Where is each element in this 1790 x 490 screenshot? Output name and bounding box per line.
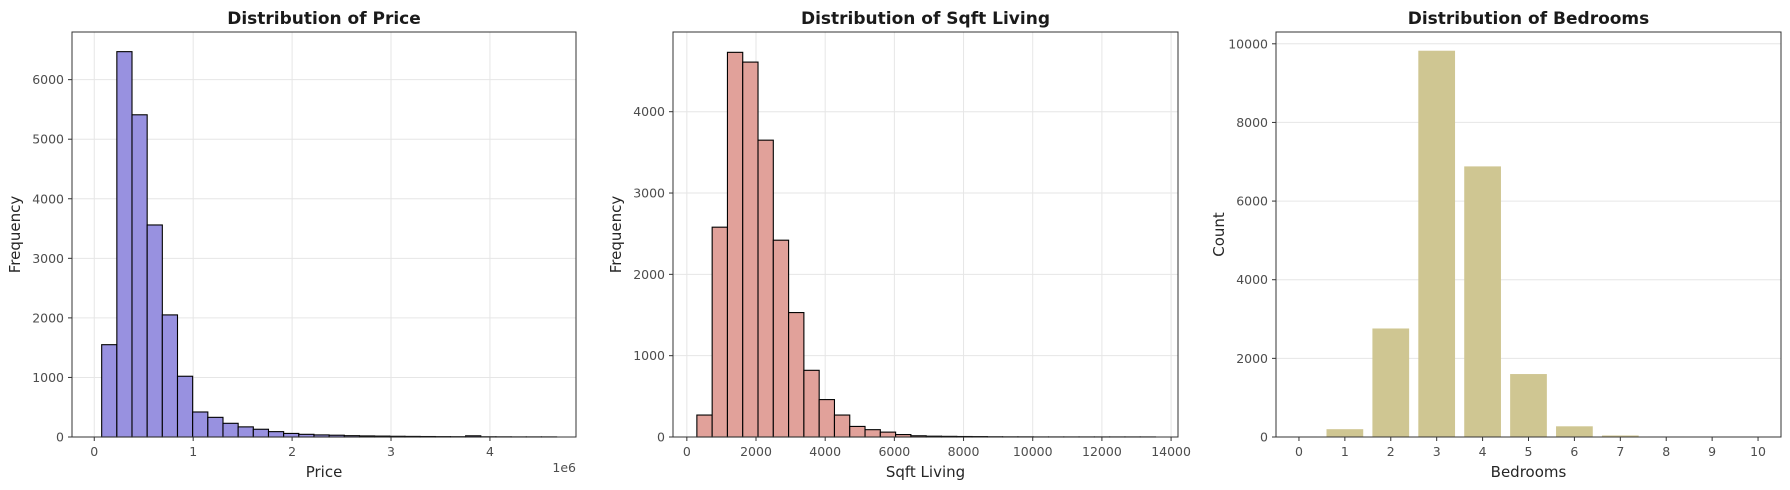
x-tick-label: 0 bbox=[90, 444, 98, 459]
bar bbox=[1556, 426, 1593, 437]
bar bbox=[1601, 435, 1639, 437]
histogram-bar bbox=[833, 414, 851, 438]
y-axis-label: Count bbox=[1210, 212, 1228, 257]
x-tick-label: 1 bbox=[189, 444, 197, 459]
histogram-bar bbox=[146, 224, 163, 438]
y-tick-label: 2000 bbox=[32, 310, 64, 325]
x-tick-label: 8000 bbox=[948, 444, 980, 459]
histogram-bar bbox=[803, 369, 820, 438]
y-tick-label: 4000 bbox=[32, 191, 64, 206]
x-tick-label: 9 bbox=[1708, 444, 1716, 459]
histogram-bar bbox=[131, 114, 148, 438]
histogram-bar bbox=[726, 51, 744, 438]
chart-panel-1: 0 1000 2000 3000 4000 5000 6000 0 1 2 3 4 1e6 Distrib… bbox=[6, 9, 577, 481]
bar bbox=[1372, 328, 1410, 437]
y-tick-label: 8000 bbox=[1236, 115, 1268, 130]
y-axis-label: Frequency bbox=[607, 196, 625, 274]
bar bbox=[1326, 429, 1364, 437]
histogram-bar bbox=[222, 422, 239, 438]
x-tick-label: 3 bbox=[387, 444, 395, 459]
x-tick-label: 8 bbox=[1662, 444, 1670, 459]
histogram-bar bbox=[818, 399, 836, 438]
histogram-bar bbox=[757, 139, 774, 438]
x-tick-label: 6000 bbox=[878, 444, 910, 459]
x-tick-label: 10 bbox=[1750, 444, 1766, 459]
x-tick-label: 10000 bbox=[1013, 444, 1053, 459]
chart-panel-3: 0 2000 4000 6000 8000 10000 0 1 2 3 4 5 6 7 8 9 10 Distri… bbox=[1210, 9, 1782, 481]
y-tick-label: 2000 bbox=[1236, 351, 1268, 366]
y-axis-label: Frequency bbox=[6, 196, 24, 274]
chart-title: Distribution of Sqft Living bbox=[801, 9, 1050, 29]
y-tick-label: 4000 bbox=[633, 104, 665, 119]
histogram-bar bbox=[192, 411, 209, 438]
histogram-bar bbox=[788, 312, 805, 438]
x-tick-label: 6 bbox=[1570, 444, 1578, 459]
y-tick-label: 6000 bbox=[1236, 194, 1268, 209]
histogram-bar bbox=[283, 432, 300, 438]
histogram-bar bbox=[116, 51, 133, 438]
chart-title: Distribution of Price bbox=[227, 9, 421, 29]
x-tick-label: 0 bbox=[683, 444, 691, 459]
x-axis-label: Bedrooms bbox=[1491, 463, 1567, 481]
x-axis-label: Price bbox=[306, 463, 343, 481]
bar bbox=[1510, 374, 1547, 437]
y-tick-label: 3000 bbox=[32, 251, 64, 266]
histogram-bar bbox=[849, 425, 866, 438]
histogram-bar bbox=[207, 416, 224, 438]
histogram-bar bbox=[267, 431, 285, 438]
y-tick-label: 0 bbox=[657, 430, 665, 445]
x-tick-label: 2000 bbox=[740, 444, 772, 459]
chart-panel-2: 0 1000 2000 3000 4000 0 2000 4000 6000 8000 10000 1… bbox=[607, 9, 1191, 481]
y-tick-label: 1000 bbox=[633, 348, 665, 363]
x-tick-label: 5 bbox=[1525, 444, 1533, 459]
y-tick-label: 2000 bbox=[633, 267, 665, 282]
y-tick-label: 6000 bbox=[32, 72, 64, 87]
chart-title: Distribution of Bedrooms bbox=[1408, 9, 1650, 29]
histogram-bar bbox=[101, 344, 118, 438]
plot-frame bbox=[672, 31, 1179, 438]
y-tick-label: 4000 bbox=[1236, 272, 1268, 287]
x-tick-label: 1 bbox=[1341, 444, 1349, 459]
bar bbox=[1418, 50, 1456, 438]
plot-frame bbox=[71, 31, 577, 438]
histogram-bar bbox=[161, 314, 179, 438]
x-tick-label: 4 bbox=[1479, 444, 1487, 459]
x-tick-label: 2 bbox=[1387, 444, 1395, 459]
x-tick-label: 3 bbox=[1433, 444, 1441, 459]
y-tick-label: 0 bbox=[56, 430, 64, 445]
histogram-bar bbox=[176, 375, 194, 438]
histogram-bar bbox=[879, 431, 897, 438]
x-axis-label: Sqft Living bbox=[886, 463, 965, 481]
x-tick-label: 7 bbox=[1616, 444, 1624, 459]
y-tick-label: 10000 bbox=[1228, 36, 1268, 51]
x-tick-label: 2 bbox=[288, 444, 296, 459]
histogram-bar bbox=[711, 226, 728, 438]
x-tick-label: 4000 bbox=[809, 444, 841, 459]
x-tick-label: 14000 bbox=[1151, 444, 1191, 459]
histogram-bar bbox=[696, 414, 713, 438]
histogram-bar bbox=[252, 428, 270, 438]
histogram-bar bbox=[772, 239, 790, 438]
x-offset-label: 1e6 bbox=[552, 460, 576, 475]
y-tick-label: 3000 bbox=[633, 186, 665, 201]
histogram-bar bbox=[742, 61, 759, 438]
bar bbox=[1464, 166, 1501, 437]
histogram-bar bbox=[237, 426, 254, 438]
x-tick-label: 0 bbox=[1295, 444, 1303, 459]
y-tick-label: 0 bbox=[1260, 430, 1268, 445]
x-tick-label: 4 bbox=[486, 444, 494, 459]
x-tick-label: 12000 bbox=[1082, 444, 1122, 459]
y-tick-label: 5000 bbox=[32, 132, 64, 147]
histogram-bar bbox=[864, 429, 881, 438]
y-tick-label: 1000 bbox=[32, 370, 64, 385]
